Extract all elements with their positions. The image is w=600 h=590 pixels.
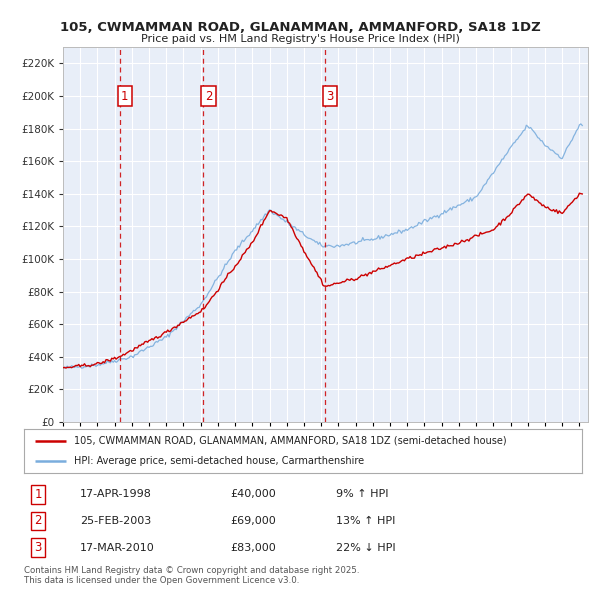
Text: 2: 2: [205, 90, 212, 103]
Text: 105, CWMAMMAN ROAD, GLANAMMAN, AMMANFORD, SA18 1DZ: 105, CWMAMMAN ROAD, GLANAMMAN, AMMANFORD…: [59, 21, 541, 34]
Text: 22% ↓ HPI: 22% ↓ HPI: [337, 543, 396, 553]
Text: 13% ↑ HPI: 13% ↑ HPI: [337, 516, 396, 526]
Text: 1: 1: [34, 487, 42, 500]
Text: £40,000: £40,000: [230, 489, 276, 499]
Text: HPI: Average price, semi-detached house, Carmarthenshire: HPI: Average price, semi-detached house,…: [74, 456, 364, 466]
Text: £69,000: £69,000: [230, 516, 276, 526]
Text: 2: 2: [34, 514, 42, 527]
Text: 17-MAR-2010: 17-MAR-2010: [80, 543, 155, 553]
Text: 9% ↑ HPI: 9% ↑ HPI: [337, 489, 389, 499]
Text: 3: 3: [34, 542, 41, 555]
Text: 25-FEB-2003: 25-FEB-2003: [80, 516, 151, 526]
Text: 17-APR-1998: 17-APR-1998: [80, 489, 152, 499]
Text: £83,000: £83,000: [230, 543, 276, 553]
Text: Contains HM Land Registry data © Crown copyright and database right 2025.
This d: Contains HM Land Registry data © Crown c…: [24, 566, 359, 585]
Text: Price paid vs. HM Land Registry's House Price Index (HPI): Price paid vs. HM Land Registry's House …: [140, 34, 460, 44]
Text: 1: 1: [121, 90, 128, 103]
Text: 3: 3: [326, 90, 334, 103]
Text: 105, CWMAMMAN ROAD, GLANAMMAN, AMMANFORD, SA18 1DZ (semi-detached house): 105, CWMAMMAN ROAD, GLANAMMAN, AMMANFORD…: [74, 436, 507, 446]
